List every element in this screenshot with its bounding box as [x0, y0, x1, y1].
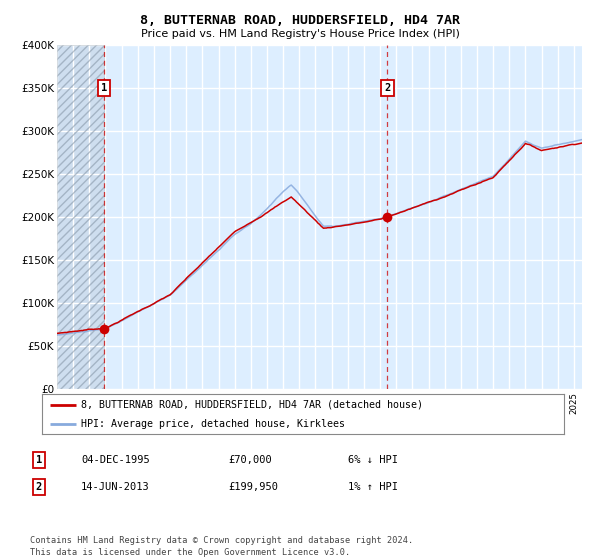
Text: 1% ↑ HPI: 1% ↑ HPI [348, 482, 398, 492]
Text: 2: 2 [36, 482, 42, 492]
Text: 1: 1 [101, 83, 107, 93]
Text: Price paid vs. HM Land Registry's House Price Index (HPI): Price paid vs. HM Land Registry's House … [140, 29, 460, 39]
Text: 8, BUTTERNAB ROAD, HUDDERSFIELD, HD4 7AR: 8, BUTTERNAB ROAD, HUDDERSFIELD, HD4 7AR [140, 14, 460, 27]
Text: 6% ↓ HPI: 6% ↓ HPI [348, 455, 398, 465]
Bar [57, 45, 104, 389]
Text: Contains HM Land Registry data © Crown copyright and database right 2024.
This d: Contains HM Land Registry data © Crown c… [30, 536, 413, 557]
Text: 2: 2 [384, 83, 391, 93]
Text: 8, BUTTERNAB ROAD, HUDDERSFIELD, HD4 7AR (detached house): 8, BUTTERNAB ROAD, HUDDERSFIELD, HD4 7AR… [81, 400, 423, 409]
Text: 04-DEC-1995: 04-DEC-1995 [81, 455, 150, 465]
Text: 14-JUN-2013: 14-JUN-2013 [81, 482, 150, 492]
Text: £199,950: £199,950 [228, 482, 278, 492]
Bar [57, 45, 104, 389]
Text: 1: 1 [36, 455, 42, 465]
Text: £70,000: £70,000 [228, 455, 272, 465]
Text: HPI: Average price, detached house, Kirklees: HPI: Average price, detached house, Kirk… [81, 419, 345, 429]
